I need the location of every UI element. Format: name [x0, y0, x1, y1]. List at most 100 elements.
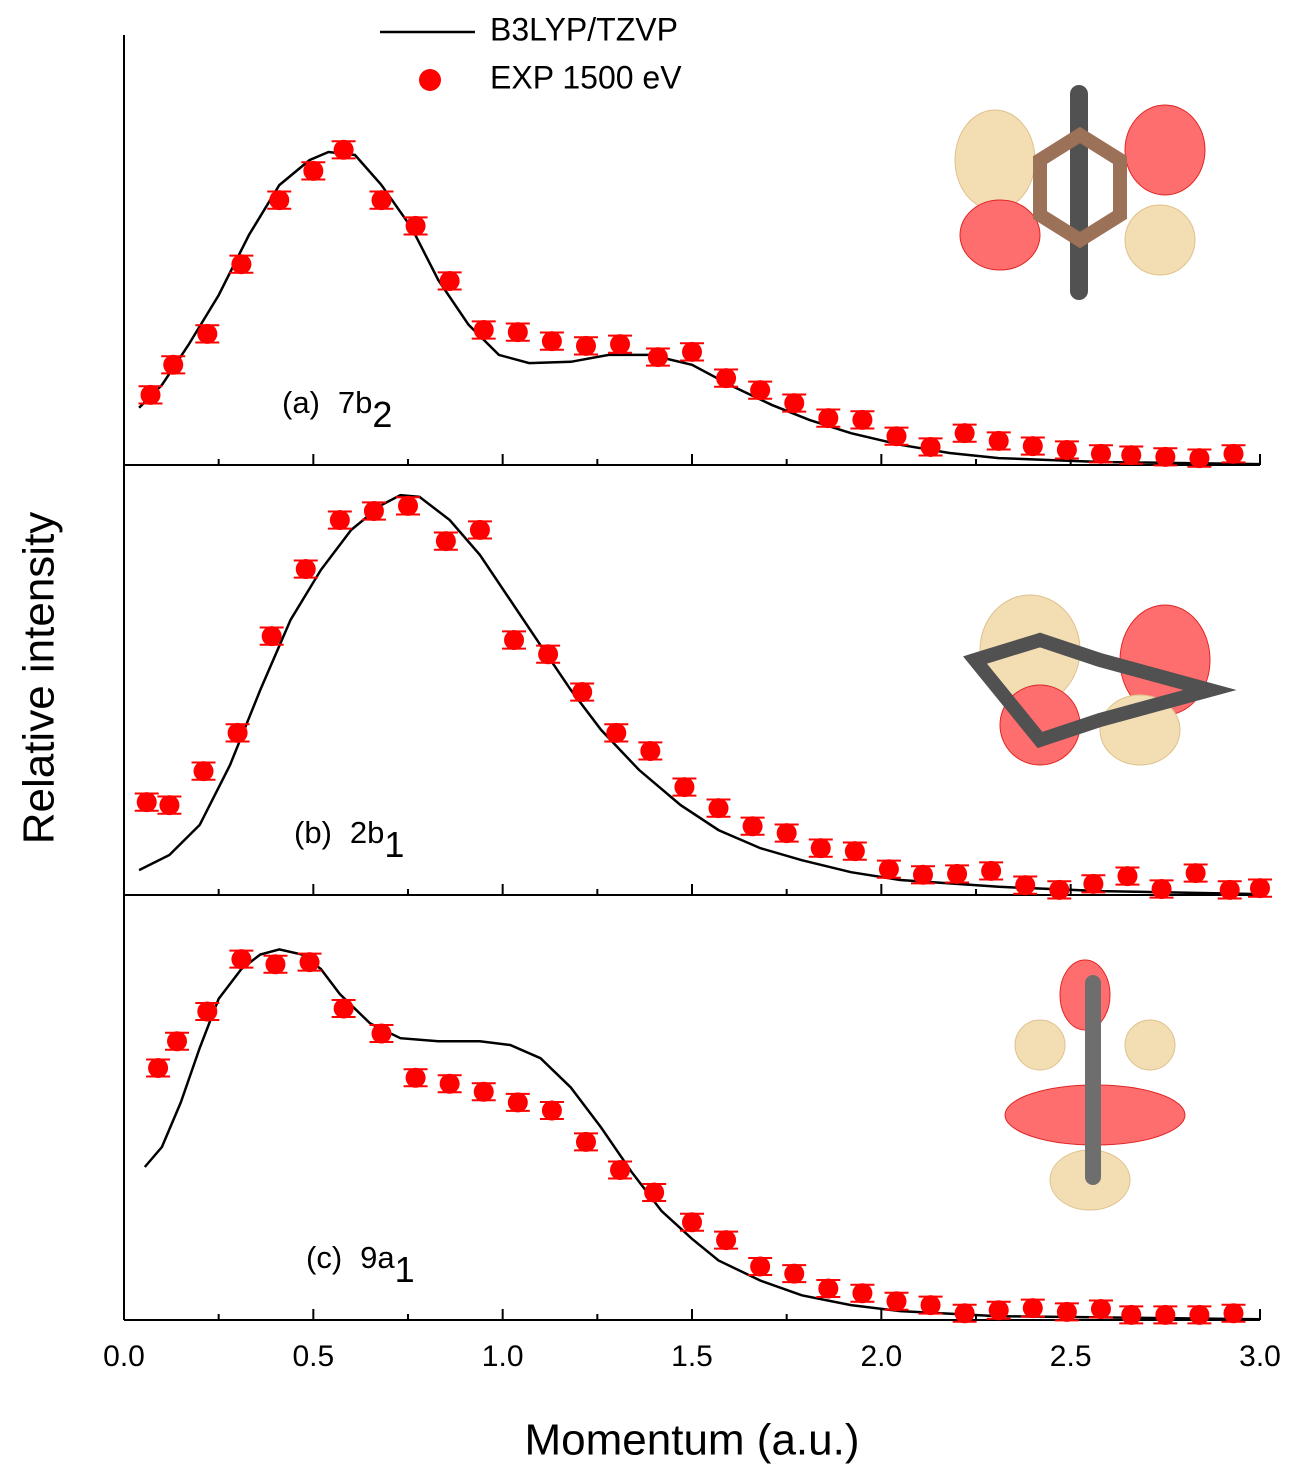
- exp-point: [1023, 436, 1043, 456]
- exp-point: [743, 816, 763, 836]
- exp-point: [159, 795, 179, 815]
- exp-point: [852, 410, 872, 430]
- exp-point: [1117, 866, 1137, 886]
- x-tick-label: 2.5: [1050, 1340, 1092, 1373]
- x-tick-label: 0.5: [292, 1340, 334, 1373]
- exp-point: [1121, 445, 1141, 465]
- exp-point: [1189, 448, 1209, 468]
- exp-point: [1189, 1305, 1209, 1325]
- exp-point: [1023, 1298, 1043, 1318]
- orbital-label: 7b: [338, 385, 372, 420]
- exp-point: [1223, 444, 1243, 464]
- panel-label: (b): [294, 815, 332, 850]
- exp-point: [148, 1058, 168, 1078]
- exp-point: [879, 859, 899, 879]
- exp-point: [682, 342, 702, 362]
- exp-point: [141, 385, 161, 405]
- exp-point: [440, 271, 460, 291]
- x-tick-label: 1.0: [482, 1340, 524, 1373]
- exp-point: [1186, 863, 1206, 883]
- exp-point: [231, 254, 251, 274]
- exp-point: [576, 336, 596, 356]
- exp-point: [371, 1024, 391, 1044]
- exp-point: [784, 1264, 804, 1284]
- exp-point: [1223, 1303, 1243, 1323]
- exp-point: [474, 320, 494, 340]
- exp-point: [818, 1279, 838, 1299]
- exp-point: [818, 408, 838, 428]
- legend-marker: [419, 69, 441, 91]
- exp-point: [364, 501, 384, 521]
- exp-point: [648, 347, 668, 367]
- exp-point: [542, 1100, 562, 1120]
- exp-point: [330, 510, 350, 530]
- panel-label: (c): [306, 1240, 342, 1275]
- exp-point: [1155, 1305, 1175, 1325]
- x-tick-label: 1.5: [671, 1340, 713, 1373]
- exp-point: [197, 324, 217, 344]
- orbital-image-c: [1005, 960, 1185, 1210]
- exp-point: [811, 838, 831, 858]
- exp-point: [606, 723, 626, 743]
- exp-point: [508, 1092, 528, 1112]
- exp-point: [610, 334, 630, 354]
- exp-point: [750, 380, 770, 400]
- y-axis-title: Relative intensity: [15, 512, 64, 845]
- exp-point: [334, 998, 354, 1018]
- exp-point: [955, 1303, 975, 1323]
- panel-annotation: (c)9a1: [306, 1240, 415, 1289]
- exp-point: [572, 682, 592, 702]
- exp-point: [921, 437, 941, 457]
- exp-point: [1155, 447, 1175, 467]
- exp-point: [406, 1068, 426, 1088]
- orbital-subscript: 1: [384, 824, 404, 865]
- panel-annotation: (b) 2b1: [294, 815, 404, 864]
- orbital-image-b: [975, 595, 1210, 765]
- exp-point: [716, 1230, 736, 1250]
- exp-point: [576, 1132, 596, 1152]
- exp-point: [334, 140, 354, 160]
- exp-point: [947, 864, 967, 884]
- orbital-image-a: [955, 85, 1205, 300]
- exp-point: [1091, 444, 1111, 464]
- x-tick-label: 0.0: [103, 1340, 145, 1373]
- exp-point: [981, 861, 1001, 881]
- exp-point: [194, 761, 214, 781]
- exp-point: [1220, 880, 1240, 900]
- panel-label: (a): [282, 385, 320, 420]
- exp-point: [542, 331, 562, 351]
- exp-point: [886, 1291, 906, 1311]
- exp-point: [371, 190, 391, 210]
- legend-label: B3LYP/TZVP: [490, 11, 678, 47]
- exp-point: [262, 626, 282, 646]
- exp-point: [1049, 880, 1069, 900]
- exp-point: [955, 423, 975, 443]
- exp-point: [167, 1031, 187, 1051]
- exp-point: [1057, 440, 1077, 460]
- exp-point: [1057, 1302, 1077, 1322]
- exp-point: [1091, 1299, 1111, 1319]
- exp-point: [709, 798, 729, 818]
- exp-point: [137, 792, 157, 812]
- exp-point: [750, 1256, 770, 1276]
- exp-point: [674, 777, 694, 797]
- exp-point: [777, 823, 797, 843]
- exp-point: [508, 322, 528, 342]
- exp-point: [989, 431, 1009, 451]
- exp-point: [406, 216, 426, 236]
- exp-point: [1250, 878, 1270, 898]
- exp-point: [716, 368, 736, 388]
- exp-point: [1015, 875, 1035, 895]
- exp-point: [231, 949, 251, 969]
- exp-point: [197, 1001, 217, 1021]
- exp-point: [640, 741, 660, 761]
- exp-point: [644, 1183, 664, 1203]
- exp-point: [474, 1082, 494, 1102]
- exp-point: [163, 355, 183, 375]
- exp-point: [852, 1283, 872, 1303]
- exp-point: [300, 952, 320, 972]
- exp-point: [296, 559, 316, 579]
- exp-point: [784, 393, 804, 413]
- orbital-label: 2b: [350, 815, 384, 850]
- exp-point: [845, 841, 865, 861]
